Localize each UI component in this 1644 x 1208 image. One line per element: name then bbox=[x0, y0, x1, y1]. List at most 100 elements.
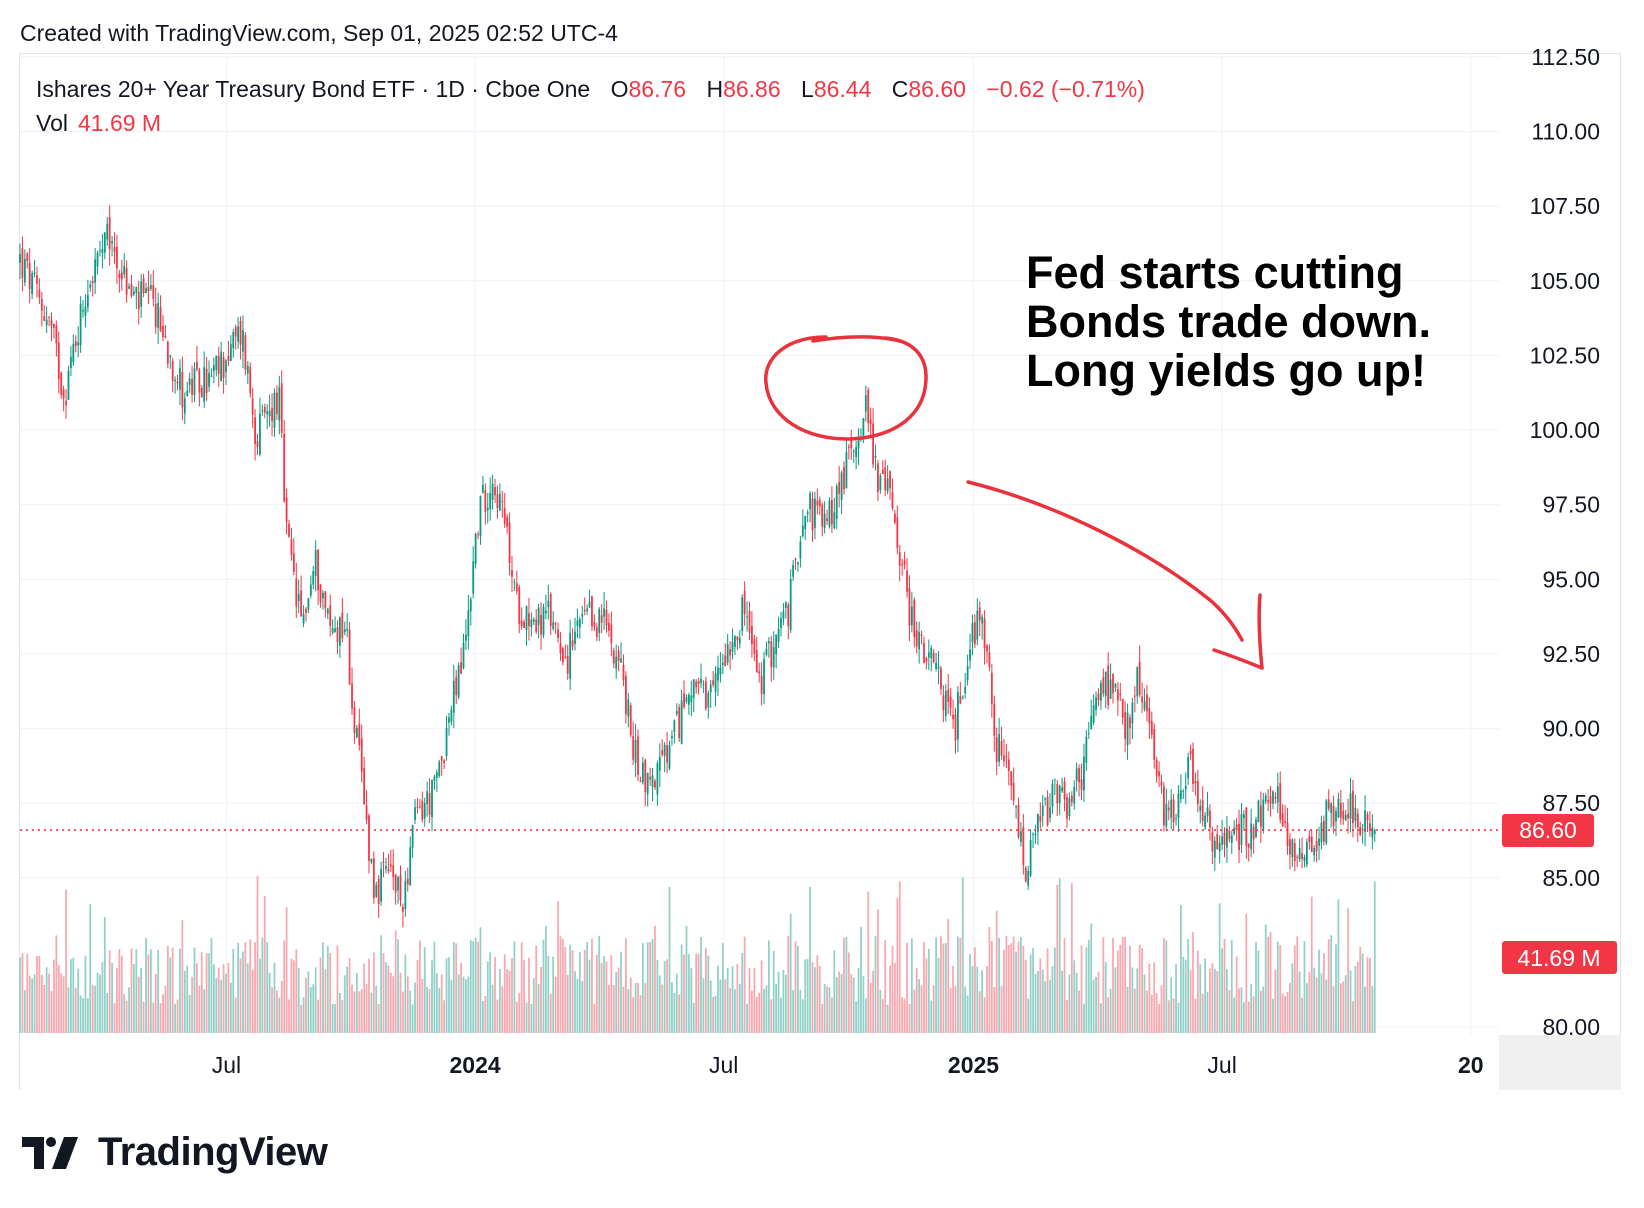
candle-body bbox=[331, 628, 334, 633]
volume-bar bbox=[113, 1003, 116, 1033]
candle-body bbox=[448, 717, 450, 723]
candle-body bbox=[326, 608, 329, 614]
volume-bar bbox=[302, 997, 305, 1033]
volume-bar bbox=[1240, 987, 1243, 1033]
candle-body bbox=[1327, 799, 1330, 809]
volume-bar bbox=[1027, 998, 1030, 1033]
volume-bar bbox=[484, 996, 487, 1033]
candle-body bbox=[1330, 803, 1333, 813]
candle-body bbox=[506, 517, 509, 527]
candle-body bbox=[57, 342, 60, 380]
volume-bar bbox=[898, 881, 901, 1033]
volume-bar bbox=[775, 983, 778, 1033]
price-tick-label: 112.50 bbox=[1531, 44, 1600, 70]
volume-bar bbox=[530, 1003, 533, 1033]
volume-bar bbox=[261, 937, 264, 1033]
candle-body bbox=[222, 357, 225, 378]
candle-body bbox=[918, 631, 921, 650]
candle-body bbox=[1020, 831, 1022, 842]
volume-bar bbox=[751, 990, 753, 1033]
candle-body bbox=[1027, 871, 1030, 886]
tradingview-brand[interactable]: TradingView bbox=[22, 1130, 328, 1175]
volume-bar bbox=[983, 997, 986, 1033]
candle-body bbox=[978, 607, 981, 621]
volume-bar bbox=[852, 977, 855, 1033]
candle-body bbox=[285, 497, 288, 522]
volume-bar bbox=[1136, 968, 1139, 1033]
volume-bar bbox=[217, 967, 220, 1033]
volume-bar bbox=[738, 983, 741, 1033]
volume-bar bbox=[826, 986, 828, 1033]
volume-bar bbox=[416, 959, 419, 1033]
volume-bar bbox=[1036, 970, 1039, 1033]
last-price-tag: 86.60 bbox=[1502, 814, 1594, 848]
created-with-caption: Created with TradingView.com, Sep 01, 20… bbox=[20, 20, 618, 46]
volume-bar bbox=[646, 942, 649, 1033]
volume-bar bbox=[559, 935, 562, 1033]
volume-bar bbox=[889, 965, 891, 1033]
candle-body bbox=[1036, 814, 1039, 832]
candle-body bbox=[532, 619, 535, 622]
candle-body bbox=[421, 800, 424, 820]
volume-label[interactable]: Vol bbox=[36, 110, 68, 136]
candle-body bbox=[903, 560, 906, 565]
candle-body bbox=[1155, 759, 1158, 776]
candle-body bbox=[847, 446, 850, 448]
volume-bar bbox=[237, 942, 240, 1033]
volume-bar bbox=[292, 960, 295, 1033]
volume-bar bbox=[1303, 941, 1306, 1033]
volume-bar bbox=[1073, 960, 1076, 1033]
tradingview-logo-icon bbox=[22, 1136, 78, 1169]
candle-body bbox=[210, 375, 213, 377]
volume-bar bbox=[300, 1004, 303, 1033]
candle-body bbox=[314, 550, 317, 576]
volume-bar bbox=[879, 989, 882, 1033]
volume-bar bbox=[108, 950, 111, 1033]
candle-body bbox=[23, 258, 26, 283]
volume-bar bbox=[1286, 991, 1289, 1033]
volume-bar bbox=[1143, 974, 1146, 1033]
volume-bar bbox=[755, 996, 758, 1033]
volume-bar bbox=[1184, 959, 1187, 1033]
volume-bar bbox=[1344, 975, 1347, 1033]
candle-body bbox=[339, 617, 341, 646]
candle-body bbox=[1053, 779, 1056, 781]
volume-bar bbox=[639, 995, 642, 1033]
volume-bar bbox=[1010, 943, 1013, 1033]
candle-body bbox=[561, 647, 564, 663]
volume-bar bbox=[1160, 985, 1163, 1033]
candle-body bbox=[215, 355, 218, 371]
ohlc-legend: Ishares 20+ Year Treasury Bond ETF · 1D … bbox=[36, 76, 1145, 103]
volume-bar bbox=[355, 972, 358, 1033]
volume-bar bbox=[1056, 884, 1059, 1033]
volume-bar bbox=[1024, 959, 1027, 1033]
candle-body bbox=[940, 668, 942, 689]
candle-body bbox=[671, 736, 673, 739]
candle-body bbox=[302, 614, 305, 624]
volume-bar bbox=[1167, 1000, 1170, 1033]
volume-bar bbox=[36, 955, 38, 1033]
symbol-description[interactable]: Ishares 20+ Year Treasury Bond ETF · 1D … bbox=[36, 76, 591, 102]
candle-body bbox=[96, 252, 99, 267]
volume-bar bbox=[978, 991, 981, 1033]
volume-bar bbox=[731, 966, 734, 1033]
candle-body bbox=[237, 326, 240, 342]
candle-body bbox=[1223, 832, 1226, 845]
volume-bar bbox=[1015, 951, 1017, 1033]
candle-body bbox=[557, 629, 559, 639]
candle-body bbox=[217, 356, 220, 374]
volume-bar bbox=[629, 977, 632, 1033]
candle-body bbox=[489, 492, 492, 510]
candle-body bbox=[1211, 832, 1214, 852]
candle-body bbox=[1325, 800, 1328, 843]
volume-bar bbox=[348, 958, 351, 1033]
volume-bar bbox=[847, 952, 850, 1033]
candle-body bbox=[394, 874, 397, 893]
volume-bar bbox=[360, 988, 363, 1033]
volume-bar bbox=[571, 950, 574, 1033]
volume-bar bbox=[719, 979, 722, 1033]
candle-body bbox=[1107, 665, 1110, 706]
candle-body bbox=[385, 866, 387, 869]
candle-body bbox=[186, 390, 189, 396]
